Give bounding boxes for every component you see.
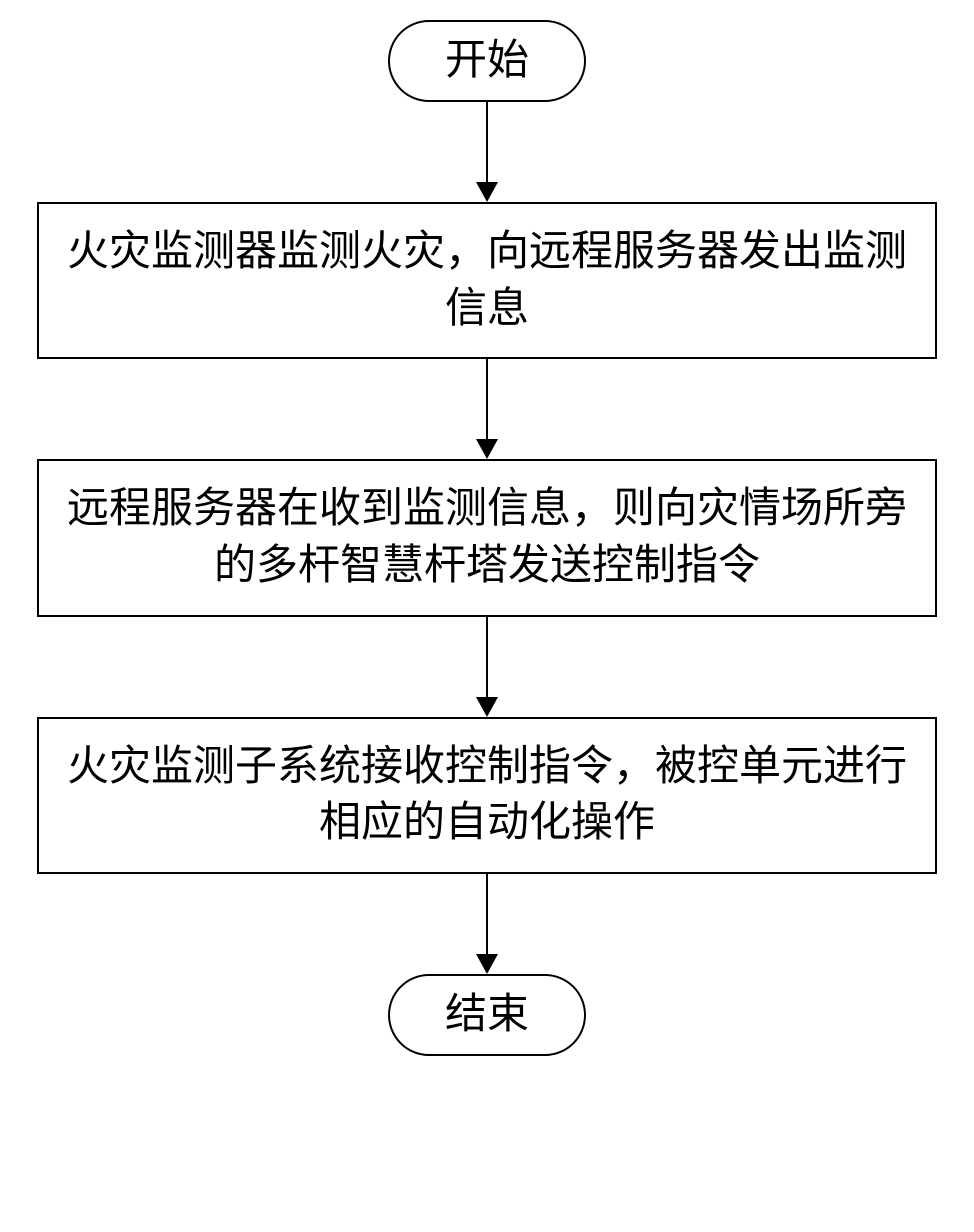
arrow-head-icon [476,697,498,717]
arrow-step3-to-end [476,874,498,974]
arrow-line [486,617,489,697]
step1-label: 火灾监测器监测火灾，向远程服务器发出监测信息 [67,229,907,332]
step2-process: 远程服务器在收到监测信息，则向灾情场所旁的多杆智慧杆塔发送控制指令 [37,459,937,616]
step3-label: 火灾监测子系统接收控制指令，被控单元进行相应的自动化操作 [67,744,907,847]
end-terminator: 结束 [388,974,586,1056]
arrow-head-icon [476,182,498,202]
arrow-step2-to-step3 [476,617,498,717]
arrow-line [486,874,489,954]
start-terminator: 开始 [388,20,586,102]
arrow-head-icon [476,439,498,459]
flowchart-container: 开始 火灾监测器监测火灾，向远程服务器发出监测信息 远程服务器在收到监测信息，则… [37,20,937,1056]
end-label: 结束 [445,994,529,1036]
arrow-step1-to-step2 [476,359,498,459]
step3-process: 火灾监测子系统接收控制指令，被控单元进行相应的自动化操作 [37,717,937,874]
arrow-head-icon [476,954,498,974]
start-label: 开始 [445,40,529,82]
arrow-line [486,102,489,182]
arrow-start-to-step1 [476,102,498,202]
step2-label: 远程服务器在收到监测信息，则向灾情场所旁的多杆智慧杆塔发送控制指令 [67,486,907,589]
step1-process: 火灾监测器监测火灾，向远程服务器发出监测信息 [37,202,937,359]
arrow-line [486,359,489,439]
